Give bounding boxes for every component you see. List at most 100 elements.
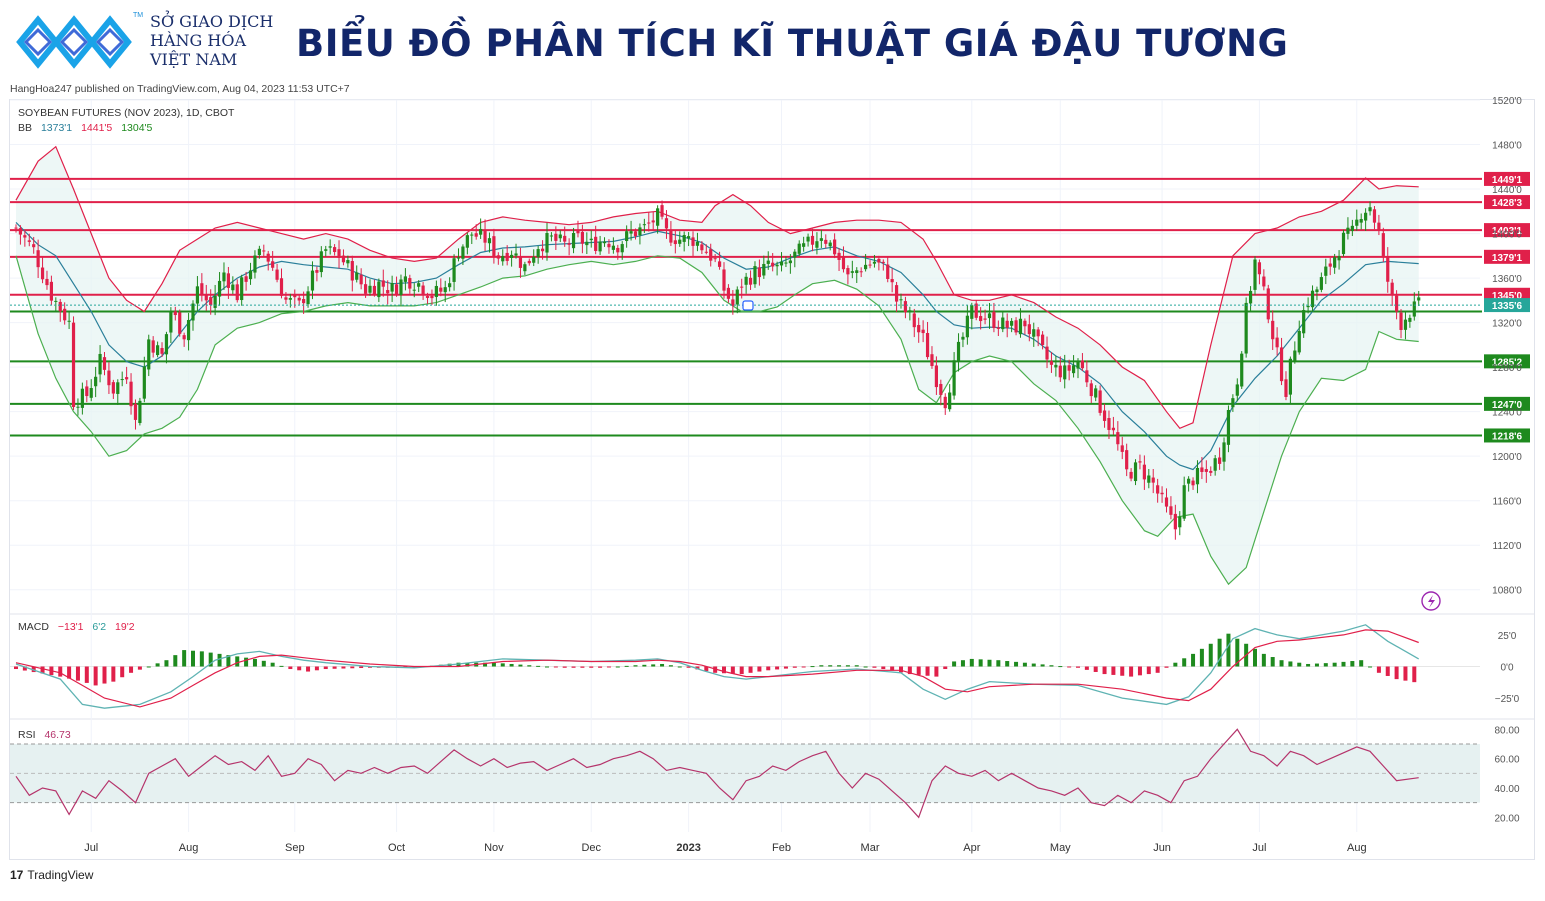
- candle-body: [1412, 301, 1416, 317]
- rsi-axis-tick: 20.00: [1494, 813, 1519, 824]
- level-label: 1428'3: [1492, 198, 1523, 209]
- macd-hist-bar: [1261, 653, 1266, 667]
- macd-hist-bar: [1279, 660, 1284, 667]
- candle-body: [1001, 317, 1005, 330]
- candle-body: [1315, 289, 1319, 293]
- candle-body: [293, 295, 297, 298]
- macd-hist-bar: [952, 661, 957, 667]
- macd-hist-bar: [872, 666, 877, 668]
- macd-hist-bar: [801, 666, 806, 668]
- price-axis-tick: 1480'0: [1492, 141, 1522, 152]
- candle-body: [970, 305, 974, 319]
- candle-body: [939, 383, 943, 395]
- candle-body: [1346, 227, 1350, 234]
- candle-body: [408, 278, 412, 289]
- macd-hist-bar: [1182, 658, 1187, 667]
- candle-body: [1191, 480, 1195, 486]
- macd-hist-bar: [668, 665, 673, 667]
- macd-hist-bar: [695, 666, 700, 670]
- candle-body: [757, 267, 761, 278]
- macd-hist-bar: [1226, 633, 1231, 667]
- candle-body: [815, 241, 819, 248]
- candle-body: [629, 231, 633, 234]
- macd-hist-bar: [1385, 666, 1390, 676]
- macd-hist-bar: [173, 655, 178, 667]
- level-label: 1379'1: [1492, 253, 1523, 264]
- candle-body: [1209, 470, 1213, 473]
- candle-body: [510, 254, 514, 258]
- candle-body: [1390, 282, 1394, 295]
- candle-body: [952, 360, 956, 396]
- macd-hist-bar: [854, 665, 859, 667]
- macd-hist-bar: [536, 665, 541, 667]
- candle-body: [868, 264, 872, 266]
- candle-body: [1014, 320, 1018, 333]
- candle-body: [1297, 330, 1301, 353]
- candle-body: [1200, 467, 1204, 472]
- candle-body: [1377, 222, 1381, 231]
- candle-body: [837, 252, 841, 260]
- macd-hist-bar: [1199, 648, 1204, 667]
- macd-hist-bar: [1332, 662, 1337, 667]
- macd-hist-bar: [323, 666, 328, 670]
- candle-body: [244, 276, 248, 282]
- current-price-label: 1335'6: [1492, 301, 1523, 312]
- macd-hist-bar: [359, 666, 364, 669]
- candle-body: [160, 348, 164, 354]
- level-tag: [1484, 223, 1530, 238]
- candle-body: [1240, 353, 1244, 387]
- macd-hist-bar: [899, 666, 903, 673]
- candle-body: [36, 250, 40, 268]
- macd-hist-bar: [863, 666, 868, 668]
- candle-body: [850, 271, 854, 273]
- candle-body: [1403, 319, 1408, 330]
- candle-body: [580, 231, 584, 244]
- candle-body: [793, 251, 797, 258]
- candle-body: [67, 320, 71, 322]
- bb-label: BB: [18, 122, 33, 134]
- candle-body: [1010, 320, 1014, 326]
- candle-body: [607, 243, 611, 248]
- rsi-label: RSI: [18, 729, 36, 741]
- symbol-title: SOYBEAN FUTURES (NOV 2023), 1D, CBOT: [18, 107, 235, 119]
- macd-hist-bar: [1253, 648, 1257, 667]
- candle-body: [1266, 288, 1270, 320]
- candle-body: [346, 260, 350, 264]
- macd-hist-bar: [589, 666, 594, 668]
- candle-body: [571, 232, 576, 249]
- macd-hist-bar: [67, 666, 72, 679]
- candle-body: [912, 313, 916, 328]
- macd-axis-tick: 0'0: [1500, 663, 1513, 674]
- candle-body: [779, 261, 784, 266]
- candle-body: [363, 284, 368, 294]
- candle-body: [505, 252, 509, 261]
- candle-body: [545, 232, 549, 253]
- candle-body: [1395, 295, 1399, 312]
- candle-body: [540, 248, 545, 252]
- macd-hist-bar: [739, 666, 744, 675]
- macd-hist-bar: [1323, 663, 1328, 667]
- candle-body: [1067, 365, 1071, 371]
- candle-body: [651, 220, 655, 223]
- candle-body: [872, 261, 877, 264]
- candle-body: [253, 255, 257, 273]
- candle-body: [386, 290, 390, 294]
- macd-hist-bar: [792, 666, 797, 668]
- candle-body: [1386, 256, 1390, 282]
- candle-body: [1173, 513, 1177, 530]
- candle-body: [700, 244, 704, 251]
- candle-body: [948, 392, 952, 410]
- sgd-logo-icon: [16, 15, 132, 69]
- tradingview-logo[interactable]: 17 TradingView: [10, 868, 93, 882]
- candle-body: [859, 271, 863, 273]
- candle-body: [319, 251, 323, 273]
- candle-body: [1204, 469, 1208, 472]
- candle-body: [1226, 409, 1231, 445]
- candle-body: [518, 256, 523, 268]
- level-label: 1403'1: [1492, 226, 1523, 237]
- macd-hist-bar: [960, 660, 965, 667]
- macd-hist-bar: [651, 664, 656, 667]
- candle-body: [452, 258, 456, 282]
- candle-body: [1098, 390, 1102, 413]
